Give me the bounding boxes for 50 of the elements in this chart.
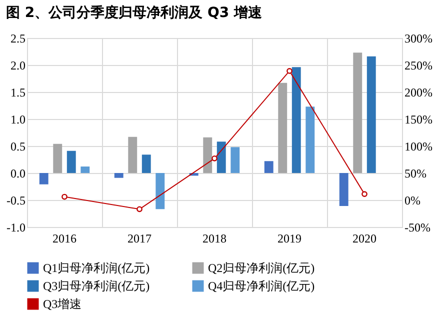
chart-title: 图 2、公司分季度归母净利润及 Q3 增速	[6, 4, 264, 21]
point	[286, 68, 292, 74]
y-tick-label: 0.5	[10, 140, 26, 154]
point	[362, 191, 368, 197]
y-tick-label: 2.5	[10, 32, 26, 46]
x-tick-label: 2020	[352, 232, 376, 246]
legend-label: Q2归母净利润(亿元)	[208, 261, 315, 275]
bar	[142, 154, 151, 173]
bar	[39, 173, 48, 184]
y2-tick-label: 200%	[404, 86, 432, 100]
bar	[339, 173, 348, 206]
y-tick-label: 2.0	[10, 58, 26, 72]
bar	[128, 136, 138, 173]
point	[62, 194, 68, 200]
bar	[306, 106, 315, 173]
point	[136, 206, 142, 212]
y-tick-label: -0.5	[6, 194, 26, 208]
y-tick-label: 1.0	[10, 112, 26, 126]
y-tick-label: 1.5	[10, 86, 26, 100]
bar	[114, 173, 124, 178]
bar	[230, 147, 240, 173]
y-tick-label: -1.0	[6, 220, 26, 234]
bar	[53, 144, 62, 173]
y2-tick-label: 250%	[404, 58, 432, 72]
bar	[156, 173, 165, 210]
x-tick-label: 2018	[202, 232, 226, 246]
legend-label: Q3增速	[43, 297, 82, 311]
y2-tick-label: 0%	[404, 194, 420, 208]
y2-tick-label: 100%	[404, 140, 432, 154]
bar	[80, 166, 90, 173]
y2-tick-label: -50%	[404, 220, 430, 234]
x-tick-label: 2016	[52, 232, 76, 246]
bar	[366, 56, 376, 173]
point	[212, 155, 218, 162]
bar	[292, 67, 301, 173]
legend-label: Q4归母净利润(亿元)	[208, 279, 315, 293]
bar	[203, 137, 212, 173]
legend-label: Q1归母净利润(亿元)	[43, 261, 150, 275]
x-tick-label: 2019	[278, 232, 302, 246]
bar	[278, 82, 288, 173]
bar	[216, 142, 226, 173]
y2-tick-label: 150%	[404, 112, 432, 126]
bar	[66, 150, 76, 173]
bar	[264, 161, 274, 173]
y-tick-label: 0.0	[10, 166, 26, 180]
y2-tick-label: 300%	[404, 32, 432, 46]
y2-tick-label: 50%	[404, 166, 426, 180]
x-tick-label: 2017	[128, 232, 152, 246]
legend-label: Q3归母净利润(亿元)	[43, 279, 150, 293]
bar	[353, 52, 362, 173]
